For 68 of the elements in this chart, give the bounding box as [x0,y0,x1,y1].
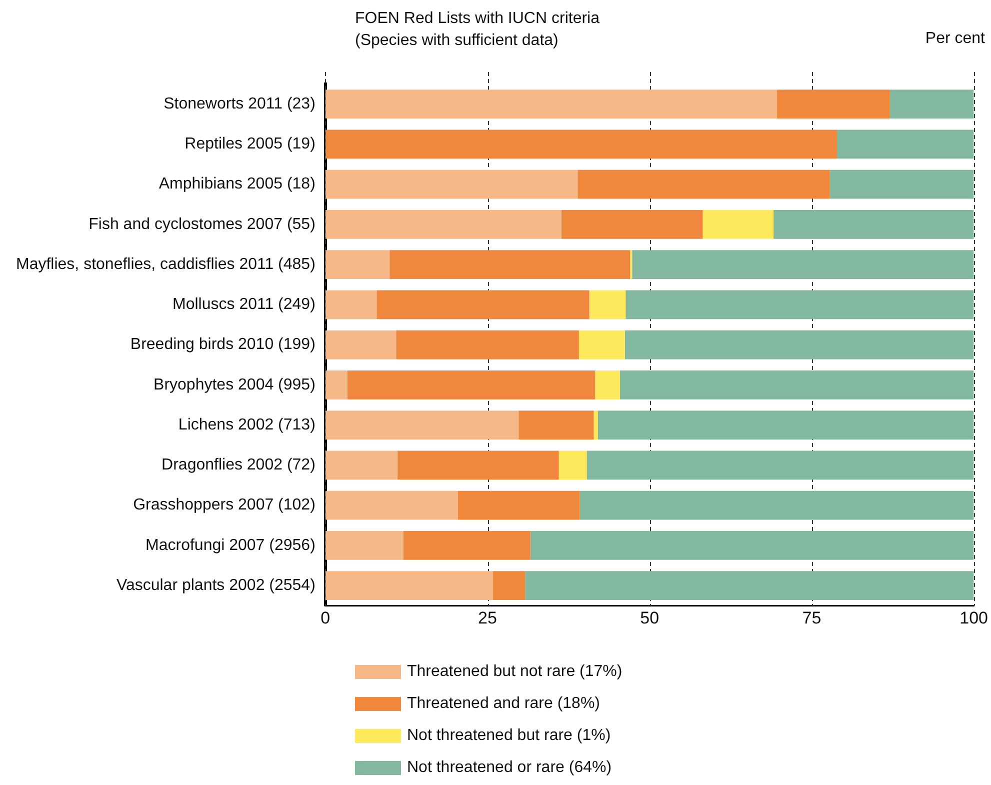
bar [595,370,620,400]
y-tick-label: Grasshoppers 2007 (102) [133,496,316,514]
bar [589,290,626,320]
bar [525,571,974,600]
bar [561,210,703,239]
y-tick-label: Molluscs 2011 (249) [172,296,316,314]
chart-title: FOEN Red Lists with IUCN criteria (Species with sufficient data) [355,9,600,51]
bar [626,290,974,320]
bar [578,330,625,360]
y-tick-label: Amphibians 2005 (18) [158,176,316,193]
bar [830,170,974,199]
x-tick-label: 25 [478,608,497,628]
y-tick-label: Mayflies, stoneflies, caddisflies 2011 (485) [16,256,316,273]
bar [347,370,596,400]
bar [325,370,348,400]
x-tick-label: 0 [320,608,330,628]
bar [390,250,630,279]
bar [325,410,519,440]
bar [632,250,974,279]
bar [580,490,974,520]
bar [396,330,579,360]
bar [458,490,580,520]
bar [530,530,974,560]
bar [578,170,830,199]
bar [518,410,594,440]
y-tick-label: Breeding birds 2010 (199) [130,336,316,354]
bar [890,90,974,119]
legend-label: Not threatened but rare (1%) [407,727,611,745]
y-tick-label: Fish and cyclostomes 2007 (55) [88,216,316,233]
y-tick-label: Stoneworts 2011 (23) [164,95,316,112]
x-tick-label: 75 [802,608,822,628]
bar [397,450,559,480]
bar [325,330,396,360]
bar [624,330,974,360]
bar [325,170,578,199]
bar [403,530,530,560]
bar [586,450,974,480]
y-tick-label: Bryophytes 2004 (995) [154,376,316,394]
bar [776,90,890,119]
x-tick-label: 100 [960,608,988,628]
bar [325,530,404,560]
bar [325,130,838,159]
bar [325,571,493,600]
y-tick-label: Vascular plants 2002 (2554) [116,576,316,594]
bar [376,290,590,320]
legend-label: Not threatened or rare (64%) [407,759,612,777]
bar [773,210,974,239]
bar [702,210,774,239]
bar [558,450,587,480]
bar [598,410,974,440]
bar [620,370,974,400]
legend-label: Threatened but not rare (17%) [407,663,622,681]
bar [492,571,526,600]
y-tick-label: Reptiles 2005 (19) [184,136,316,153]
y-tick-label: Dragonflies 2002 (72) [162,456,316,474]
bar [325,290,377,320]
bar [594,410,598,440]
x-axis-title: Per cent [925,30,985,48]
bar [325,210,562,239]
y-tick-label: Macrofungi 2007 (2956) [146,536,316,554]
legend-label: Threatened and rare (18%) [407,695,600,713]
bar [325,90,777,119]
y-tick-label: Lichens 2002 (713) [178,416,316,434]
bar [325,250,390,279]
bar [325,450,398,480]
x-tick-label: 50 [640,608,660,628]
bar [325,490,458,520]
bar [837,130,974,159]
